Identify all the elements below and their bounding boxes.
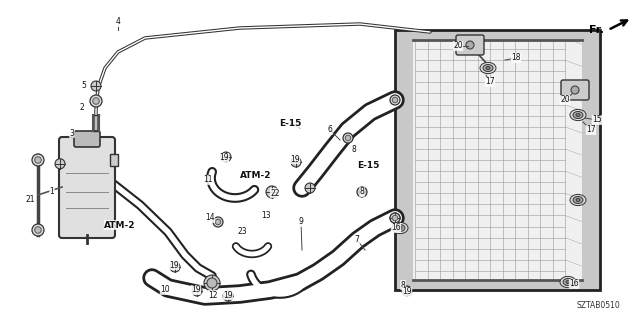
FancyBboxPatch shape — [59, 137, 115, 238]
Ellipse shape — [576, 114, 580, 116]
Circle shape — [345, 135, 351, 141]
Text: E-15: E-15 — [279, 118, 301, 127]
Text: 23: 23 — [237, 228, 247, 236]
Circle shape — [213, 217, 223, 227]
Circle shape — [392, 215, 397, 221]
Circle shape — [90, 95, 102, 107]
Text: 11: 11 — [204, 175, 212, 185]
Text: ATM-2: ATM-2 — [240, 171, 272, 180]
Circle shape — [35, 227, 42, 233]
Text: 4: 4 — [116, 18, 120, 27]
Text: 1: 1 — [50, 188, 54, 196]
Ellipse shape — [563, 278, 573, 285]
Circle shape — [571, 86, 579, 94]
Text: 8: 8 — [401, 281, 405, 290]
Text: SZTAB0510: SZTAB0510 — [576, 301, 620, 310]
Text: 15: 15 — [592, 116, 602, 124]
Ellipse shape — [570, 194, 586, 205]
Circle shape — [35, 157, 42, 163]
Circle shape — [91, 81, 101, 91]
Text: 12: 12 — [208, 291, 218, 300]
Text: 5: 5 — [81, 82, 86, 91]
Ellipse shape — [398, 227, 402, 229]
Bar — [582, 30, 600, 290]
Circle shape — [291, 157, 301, 167]
Bar — [395, 30, 413, 290]
Text: 22: 22 — [270, 188, 280, 197]
Circle shape — [357, 187, 367, 197]
Circle shape — [466, 41, 474, 49]
Circle shape — [390, 213, 400, 223]
Text: 8: 8 — [360, 188, 364, 196]
Circle shape — [390, 213, 400, 223]
Ellipse shape — [395, 225, 405, 231]
Ellipse shape — [560, 276, 576, 288]
Circle shape — [223, 291, 233, 301]
Text: ATM-2: ATM-2 — [104, 220, 136, 229]
Text: 9: 9 — [299, 218, 303, 227]
Circle shape — [402, 286, 412, 296]
Bar — [395, 30, 600, 290]
FancyBboxPatch shape — [561, 80, 589, 100]
Circle shape — [266, 186, 278, 198]
Ellipse shape — [573, 111, 583, 118]
Circle shape — [207, 278, 217, 288]
Circle shape — [32, 224, 44, 236]
Circle shape — [192, 286, 202, 296]
Circle shape — [93, 98, 99, 104]
Text: Fr.: Fr. — [589, 25, 604, 35]
Text: 19: 19 — [402, 287, 412, 297]
Circle shape — [215, 219, 221, 225]
Text: 2: 2 — [79, 103, 84, 113]
Circle shape — [359, 189, 365, 195]
Text: 16: 16 — [391, 223, 401, 233]
Circle shape — [204, 275, 220, 291]
Text: 19: 19 — [169, 260, 179, 269]
Text: 17: 17 — [485, 77, 495, 86]
Text: 3: 3 — [70, 129, 74, 138]
Text: 21: 21 — [25, 196, 35, 204]
Text: 19: 19 — [290, 155, 300, 164]
Bar — [395, 280, 600, 290]
FancyBboxPatch shape — [456, 35, 484, 55]
Ellipse shape — [570, 109, 586, 121]
Ellipse shape — [576, 199, 580, 201]
Text: 17: 17 — [586, 125, 596, 134]
Circle shape — [305, 183, 315, 193]
Circle shape — [343, 133, 353, 143]
FancyBboxPatch shape — [74, 131, 100, 147]
Text: 13: 13 — [261, 211, 271, 220]
Ellipse shape — [566, 281, 570, 284]
Text: 19: 19 — [223, 291, 233, 300]
Bar — [395, 30, 600, 40]
Bar — [395, 30, 600, 290]
Text: 18: 18 — [511, 53, 521, 62]
Circle shape — [390, 95, 400, 105]
Text: 16: 16 — [569, 279, 579, 289]
Text: 19: 19 — [191, 285, 201, 294]
Text: 10: 10 — [160, 285, 170, 294]
Circle shape — [170, 262, 180, 272]
Circle shape — [392, 97, 397, 103]
Bar — [110, 154, 118, 166]
Text: 6: 6 — [328, 125, 332, 134]
Circle shape — [32, 154, 44, 166]
Ellipse shape — [483, 65, 493, 71]
Ellipse shape — [392, 222, 408, 234]
Ellipse shape — [480, 62, 496, 74]
Circle shape — [55, 159, 65, 169]
Text: 20: 20 — [560, 95, 570, 105]
Circle shape — [221, 152, 231, 162]
Text: 14: 14 — [205, 213, 215, 222]
Ellipse shape — [573, 196, 583, 204]
Ellipse shape — [486, 67, 490, 69]
Text: E-15: E-15 — [357, 161, 379, 170]
Text: 8: 8 — [351, 146, 356, 155]
Text: 20: 20 — [453, 42, 463, 51]
Text: 19: 19 — [219, 154, 229, 163]
Text: 7: 7 — [355, 236, 360, 244]
